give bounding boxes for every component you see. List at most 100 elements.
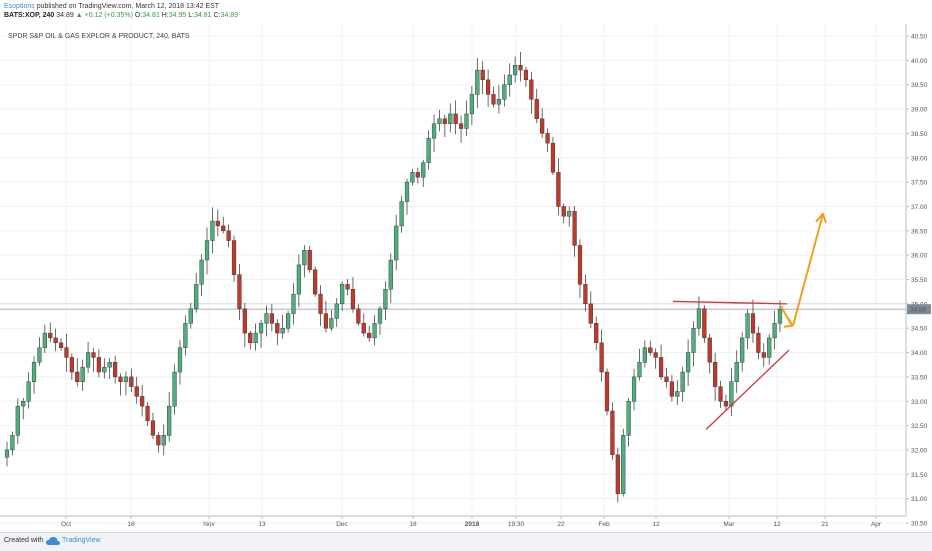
time-tick-label: 2018 [465,521,480,528]
time-tick-label: 21 [821,521,829,528]
candle-body [431,123,437,139]
candle-body [545,133,550,144]
candle-body [713,362,718,387]
candle-body [572,211,577,246]
candle [15,398,20,444]
candle [534,88,539,124]
candle [107,357,112,380]
close-label: C: [213,12,221,19]
candle [334,298,339,327]
ohlc-line: BATS:XOP, 240 34.89 ▲ +0.12 (+0.35%) O:3… [4,11,238,20]
candle [713,352,718,401]
time-tick-label: 18 [409,521,417,528]
candle-body [134,386,139,397]
candle-body [469,94,474,115]
candle-body [64,347,69,358]
candle-body [723,401,729,407]
candle-body [242,308,247,334]
candle-body [188,308,193,324]
price-tick-label: 39.00 [911,107,928,114]
candle-body [388,259,393,290]
price-chart[interactable]: SPDR S&P OIL & GAS EXPLOR & PRODUCT, 240… [0,0,932,532]
candle [31,356,37,394]
candle [48,322,53,343]
candle [285,310,291,333]
candle-body [10,435,15,451]
candle-body [658,357,664,378]
candle [102,358,107,379]
candle [21,397,26,420]
created-with-text: Created with [4,537,44,544]
price-tick-label: 31.00 [911,496,928,503]
price-tick-label: 37.50 [911,180,928,187]
candle-body [702,308,707,339]
candle [702,305,707,343]
price-tick-label: 30.50 [911,521,928,528]
candle [669,375,674,402]
chart-grid [0,24,907,524]
candle [567,206,572,227]
footer-bar: Created with TradingView [0,532,932,551]
candle [242,303,247,348]
candle-body [204,240,210,261]
candle [431,114,437,152]
symbol-label: BATS:XOP, 240 [4,12,55,19]
candle [134,376,139,404]
author-link[interactable]: Esoptions [4,3,35,10]
candle-body [253,332,258,344]
candle [194,272,199,313]
candle-body [15,405,20,436]
candle-body [91,352,96,358]
candle [496,85,502,114]
candle-body [556,172,561,207]
candle [42,324,47,353]
candle-body [215,220,220,227]
price-axis: 30.50 31.00 31.50 32.00 32.50 33.00 33.50 34.00… [906,34,931,528]
candle [464,100,469,137]
candle [113,355,118,384]
candle [626,398,631,447]
candle [10,431,15,456]
candle-body [518,65,523,71]
candle-body [615,454,620,494]
candle-body [177,347,183,373]
candle [69,353,74,380]
candle-body [448,113,453,124]
candle-body [523,69,529,81]
candle-body [199,259,204,285]
candle-body [323,313,329,329]
low-label: L: [188,12,195,19]
candle [610,402,615,461]
candle [388,253,393,304]
candle [350,277,356,313]
candle [226,224,231,248]
candle-body [42,332,47,348]
candle-body [275,323,280,334]
chart-header: Esoptions published on TradingView.com, … [4,2,238,20]
open-label: O: [134,12,143,19]
time-axis: Oct 16 Nov 13 Dec 18 2018 19:30 22 Feb 12 Mar 12 21 Ap… [61,516,882,528]
candle-body [334,303,339,319]
price-tick-label: 32.50 [911,423,928,430]
tradingview-brand[interactable]: TradingView [62,537,101,544]
candle [172,364,177,415]
candle [291,283,296,325]
candle [421,159,426,187]
candle [80,359,85,391]
candle-body [707,337,712,363]
candle [394,214,399,271]
support-line [705,349,790,430]
arrow-up-shaft [792,213,824,327]
candle-body [415,172,420,178]
candle [215,209,220,237]
candle [577,239,583,298]
tradingview-cloud-icon[interactable] [46,536,60,547]
candle [167,392,172,442]
candle [237,263,242,321]
candle-body [750,313,756,334]
candle-body [231,240,237,275]
candle [750,299,756,343]
open-value: 34.81 [142,12,160,19]
candle [161,424,166,456]
candle [415,167,420,184]
